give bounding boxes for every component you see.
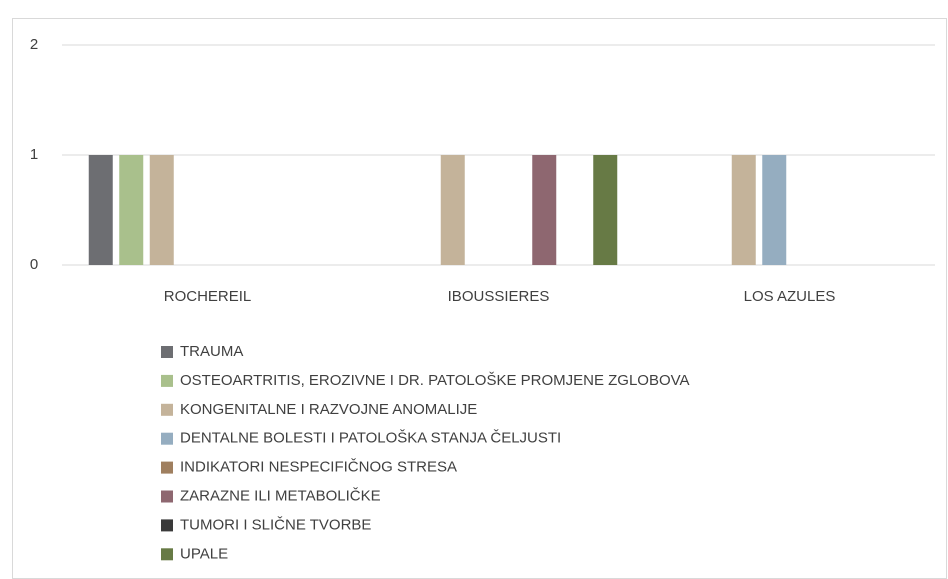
bar bbox=[593, 155, 618, 265]
bar bbox=[149, 155, 174, 265]
legend-swatch bbox=[161, 432, 173, 445]
x-tick-label: ROCHEREIL bbox=[164, 288, 252, 305]
legend-label: KONGENITALNE I RAZVOJNE ANOMALIJE bbox=[180, 401, 477, 418]
bar bbox=[119, 155, 144, 265]
legend-swatch bbox=[161, 490, 173, 503]
legend-label: INDIKATORI NESPECIFIČNOG STRESA bbox=[180, 459, 457, 476]
legend-label: ZARAZNE ILI METABOLIČKE bbox=[180, 487, 381, 504]
bar bbox=[88, 155, 113, 265]
legend-label: TRAUMA bbox=[180, 343, 243, 360]
legend-label: OSTEOARTRITIS, EROZIVNE I DR. PATOLOŠKE … bbox=[180, 372, 690, 389]
legend-swatch bbox=[161, 403, 173, 416]
legend-label: DENTALNE BOLESTI I PATOLOŠKA STANJA ČELJ… bbox=[180, 430, 561, 447]
legend-swatch bbox=[161, 346, 173, 358]
y-tick-label: 0 bbox=[30, 256, 38, 273]
bar bbox=[731, 155, 756, 265]
legend-swatch bbox=[161, 519, 173, 532]
legend-swatch bbox=[161, 548, 173, 561]
legend-swatch bbox=[161, 374, 173, 387]
bar bbox=[762, 155, 787, 265]
chart-border bbox=[12, 18, 947, 579]
y-tick-label: 2 bbox=[30, 36, 38, 53]
bar bbox=[532, 155, 557, 265]
x-tick-label: IBOUSSIERES bbox=[448, 288, 550, 305]
legend-swatch bbox=[161, 461, 173, 474]
y-tick-label: 1 bbox=[30, 146, 38, 163]
bar bbox=[440, 155, 465, 265]
legend-label: TUMORI I SLIČNE TVORBE bbox=[180, 516, 371, 533]
legend-label: UPALE bbox=[180, 545, 228, 562]
x-tick-label: LOS AZULES bbox=[744, 288, 836, 305]
